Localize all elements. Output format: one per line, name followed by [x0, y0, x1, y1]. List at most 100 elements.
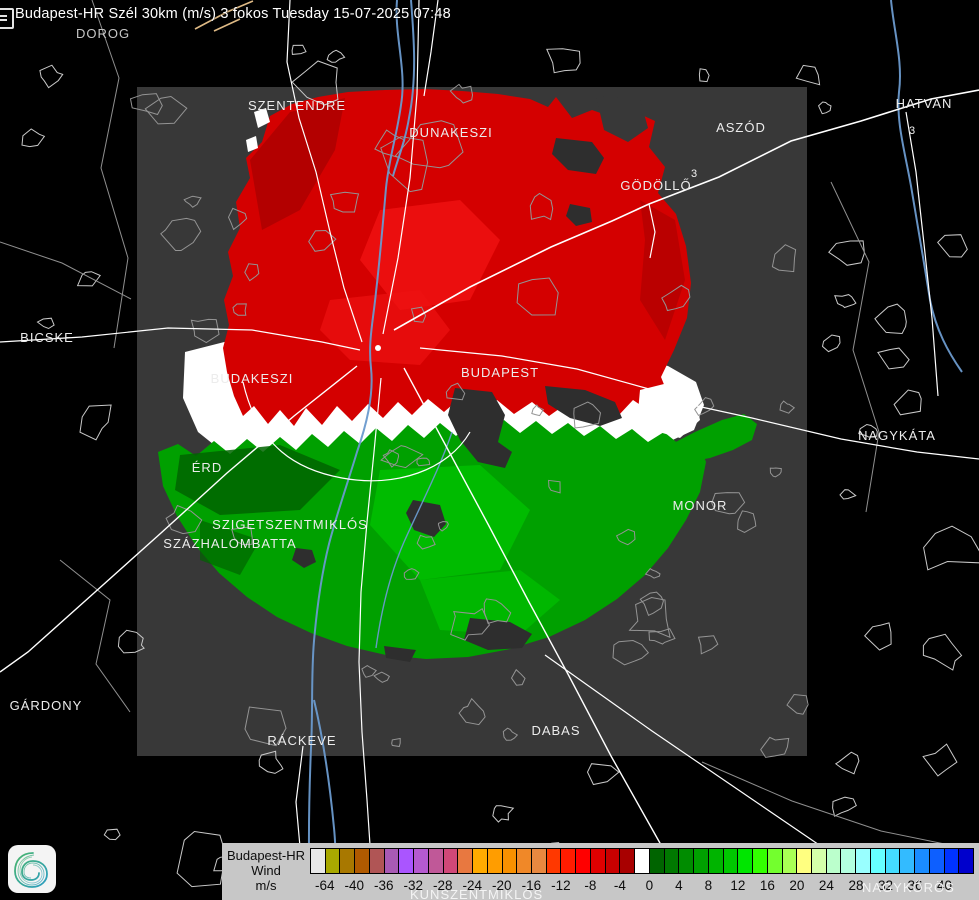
- settlement-outline: [586, 763, 620, 786]
- settlement-outline: [103, 828, 121, 841]
- map-label-szentendre: SZENTENDRE: [248, 98, 346, 113]
- legend-tick: 36: [907, 878, 923, 893]
- settlement-outline: [644, 568, 661, 579]
- settlement-outline: [380, 445, 424, 469]
- settlement-outline: [771, 244, 797, 273]
- map-label-erd: ÉRD: [192, 460, 222, 475]
- settlement-outline: [795, 64, 821, 86]
- settlement-outline: [291, 44, 307, 55]
- legend-color-cell: [311, 849, 326, 873]
- settlement-outline: [548, 479, 561, 494]
- settlement-outline: [244, 263, 260, 282]
- settlement-outline: [779, 400, 796, 414]
- legend-color-cell: [443, 849, 459, 873]
- legend-color-cell: [811, 849, 827, 873]
- legend-color-cell: [355, 849, 370, 873]
- legend-color-cell: [473, 849, 488, 873]
- settlement-outline: [864, 622, 892, 651]
- settlement-outline: [760, 736, 790, 758]
- legend-tick: -20: [492, 878, 512, 893]
- settlement-outline: [510, 668, 526, 686]
- danube-river: [307, 0, 404, 900]
- legend-color-cell: [649, 849, 665, 873]
- settlement-outline: [492, 805, 515, 823]
- settlement-outline: [403, 568, 420, 580]
- settlement-outline: [410, 306, 427, 323]
- doppler-field: [158, 89, 757, 662]
- green-shade-dark2: [200, 520, 260, 575]
- map-label-szigetszentmiklos: SZIGETSZENTMIKLÓS: [212, 517, 368, 532]
- red-shade-dark: [250, 98, 345, 230]
- settlement-outline: [291, 60, 339, 106]
- domain-notch: [596, 96, 648, 142]
- settlement-outline: [874, 303, 907, 335]
- legend-color-cell: [532, 849, 547, 873]
- settlement-outline: [380, 136, 429, 193]
- settlement-outline: [445, 382, 466, 401]
- settlement-outline: [244, 706, 287, 747]
- legend-color-cell: [826, 849, 842, 873]
- settlement-outline: [450, 607, 490, 641]
- legend-color-cell: [546, 849, 562, 873]
- settlement-outline: [546, 48, 581, 74]
- settlement-outline: [922, 633, 963, 671]
- settlement-outline: [834, 751, 860, 775]
- legend-color-cell: [694, 849, 709, 873]
- settlement-outline: [437, 520, 449, 532]
- settlement-outline: [232, 303, 247, 316]
- settlement-outline: [529, 192, 554, 221]
- legend-tick: -40: [344, 878, 365, 893]
- legend-color-cell: [708, 849, 724, 873]
- settlement-outline: [832, 796, 857, 817]
- map-label-nagykoros: NAGYKŐRÖS: [862, 880, 955, 895]
- settlement-outline: [361, 665, 377, 678]
- settlement-outline: [834, 294, 857, 309]
- settlement-outline: [329, 191, 360, 213]
- settlement-outline: [326, 49, 346, 63]
- settlement-outline: [502, 727, 519, 741]
- legend-color-cell: [944, 849, 960, 873]
- legend-ticks: -64 -40 -36 -32 -28 -24 -20 -16 -12 -8 -4 0 4 8 12 16 20…: [310, 874, 974, 896]
- settlement-outline: [391, 737, 401, 748]
- legend-color-cell: [856, 849, 871, 873]
- legend-color-cell: [782, 849, 798, 873]
- legend-color-cell: [605, 849, 621, 873]
- settlement-outline: [694, 397, 715, 417]
- settlement-outline: [923, 525, 979, 571]
- legend-color-cell: [870, 849, 886, 873]
- white-patch-east: [638, 382, 700, 438]
- legend-unit: m/s: [255, 878, 277, 893]
- legend-tick: -12: [551, 878, 571, 893]
- legend-title: Budapest-HR: [226, 848, 306, 863]
- legend-color-cell: [797, 849, 812, 873]
- map-label-dabas: DABAS: [531, 723, 580, 738]
- settlement-outline: [144, 95, 188, 125]
- legend-tick: 8: [704, 878, 713, 893]
- road-number-3a: 3: [691, 168, 697, 180]
- legend-tick: -24: [462, 878, 483, 893]
- legend-tick: 24: [818, 878, 834, 893]
- settlement-outline: [129, 93, 163, 116]
- legend-tick: 40: [936, 878, 952, 893]
- legend-tick: -36: [374, 878, 394, 893]
- color-legend: Budapest-HR Wind m/s -64 -40 -36 -32 -28 -24-…: [222, 843, 979, 900]
- settlement-outline: [661, 284, 691, 312]
- cyclone-spiral-icon: [14, 852, 48, 888]
- small-stream: [375, 431, 453, 649]
- legend-color-cell: [900, 849, 916, 873]
- map-label-bicske: BICSKE: [20, 330, 74, 345]
- map-label-dunakeszi: DUNAKESZI: [409, 125, 492, 140]
- legend-color-cell: [384, 849, 400, 873]
- map-label-gardony: GÁRDONY: [10, 698, 83, 713]
- settlement-outline: [769, 467, 782, 478]
- settlement-outline: [711, 492, 746, 515]
- legend-color-cell: [664, 849, 680, 873]
- settlement-outline: [573, 401, 602, 429]
- settlement-outline: [374, 129, 406, 159]
- settlement-outline: [821, 334, 841, 353]
- legend-color-cell: [325, 849, 341, 873]
- legend-color-cell: [635, 849, 650, 873]
- legend-tick: 28: [848, 878, 864, 893]
- settlement-outline: [176, 830, 227, 888]
